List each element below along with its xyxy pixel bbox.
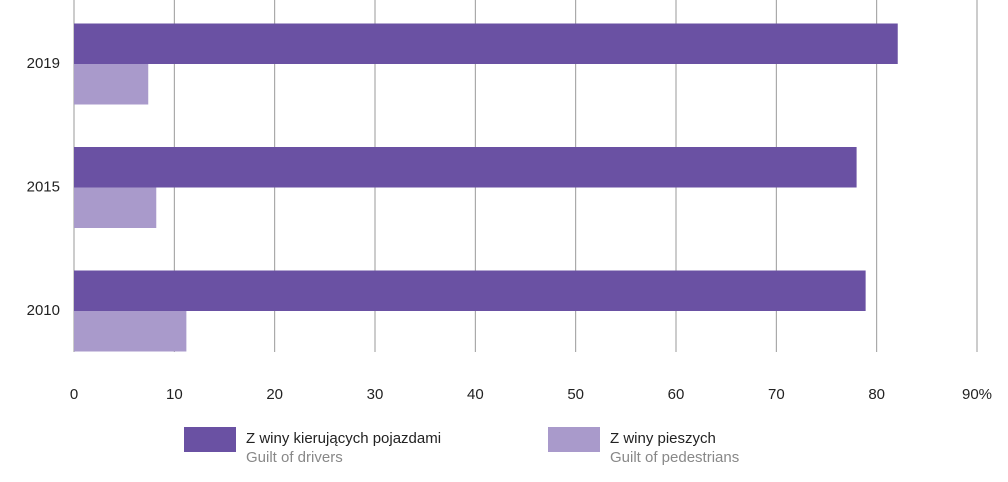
y-tick-label: 2010: [27, 302, 60, 319]
y-tick-label: 2015: [27, 178, 60, 195]
bar: [74, 23, 898, 64]
x-tick-label: 70: [768, 386, 785, 403]
legend-label: Z winy pieszych: [610, 430, 716, 447]
y-tick-label: 2019: [27, 55, 60, 72]
legend-swatch: [548, 427, 600, 452]
bar: [74, 311, 187, 352]
legend-subtitle: Guilt of pedestrians: [610, 449, 739, 466]
legend-label: Z winy kierujących pojazdami: [246, 430, 441, 447]
x-tick-label: 50: [567, 386, 584, 403]
bar: [74, 270, 866, 311]
x-tick-label: 60: [668, 386, 685, 403]
x-tick-label: 0: [70, 386, 78, 403]
bar: [74, 187, 157, 228]
legend-swatch: [184, 427, 236, 452]
bar: [74, 147, 857, 188]
x-tick-label: 20: [266, 386, 283, 403]
x-tick-label: 80: [868, 386, 885, 403]
bar: [74, 64, 149, 105]
x-tick-label: 90%: [962, 386, 992, 403]
legend-subtitle: Guilt of drivers: [246, 449, 343, 466]
x-tick-label: 40: [467, 386, 484, 403]
x-tick-label: 30: [367, 386, 384, 403]
x-tick-label: 10: [166, 386, 183, 403]
